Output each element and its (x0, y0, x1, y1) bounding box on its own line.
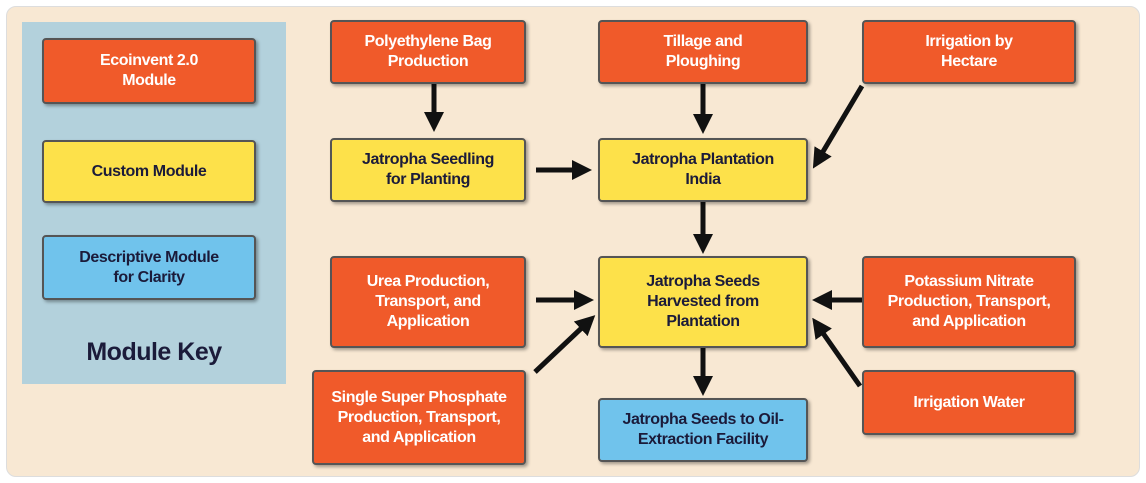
module-box: Jatropha Seeds to Oil- Extraction Facilit… (598, 398, 808, 462)
box-label: India (685, 171, 721, 188)
box-label: Descriptive Module (79, 248, 219, 266)
module-box: Irrigation by Hectare (862, 20, 1076, 84)
module-box: Ecoinvent 2.0 Module (42, 38, 256, 104)
module-box: Jatropha Seedling for Planting (330, 138, 526, 202)
box-label: and Application (362, 428, 476, 446)
box-label: for Clarity (113, 268, 185, 286)
module-box: Jatropha Plantation India (598, 138, 808, 202)
module-box: Polyethylene Bag Production (330, 20, 526, 84)
box-label: Potassium Nitrate (904, 273, 1034, 290)
module-box: Custom Module (42, 140, 256, 203)
box-label: Irrigation by (925, 33, 1013, 50)
box-label: Polyethylene Bag (364, 33, 492, 50)
box-label: Jatropha Seedling (362, 151, 494, 168)
module-box: Single Super Phosphate Production, Transp… (312, 370, 526, 465)
box-label: Urea Production, (366, 273, 490, 290)
box-label: Single Super Phosphate (331, 388, 507, 406)
box-label: Hectare (941, 53, 997, 70)
box-label: Plantation (666, 313, 740, 330)
box-label: Jatropha Plantation (632, 151, 774, 168)
arrow-group (424, 84, 865, 396)
module-box: Irrigation Water (862, 370, 1076, 435)
box-label: Module (122, 72, 176, 89)
box-label: Production, Transport, (887, 293, 1051, 310)
box-label: Application (386, 313, 470, 330)
module-box: Tillage and Ploughing (598, 20, 808, 84)
box-label: Ploughing (665, 53, 741, 70)
box-label: Jatropha Seeds to Oil- (622, 411, 784, 428)
box-label: Production (387, 53, 469, 70)
box-label: Harvested from (647, 293, 759, 310)
box-label: Transport, and (375, 293, 481, 310)
module-box: Urea Production, Transport, and Applicatio… (330, 256, 526, 348)
box-label: and Application (912, 313, 1026, 330)
module-box: Descriptive Module for Clarity (42, 235, 256, 300)
box-label: Production, Transport, (337, 408, 501, 426)
arrow (812, 84, 865, 169)
key-title: Module Key (86, 338, 222, 366)
box-label: Irrigation Water (913, 393, 1025, 411)
arrow (812, 317, 863, 388)
module-box: Potassium Nitrate Production, Transport, a… (862, 256, 1076, 348)
box-label: for Planting (385, 171, 471, 188)
module-box: Jatropha Seeds Harvested from Plantation (598, 256, 808, 348)
box-label: Jatropha Seeds (646, 273, 760, 290)
box-label: Extraction Facility (637, 431, 769, 448)
arrow (533, 315, 596, 374)
box-label: Ecoinvent 2.0 (100, 52, 198, 69)
box-label: Custom Module (91, 162, 207, 180)
box-label: Tillage and (663, 33, 743, 50)
